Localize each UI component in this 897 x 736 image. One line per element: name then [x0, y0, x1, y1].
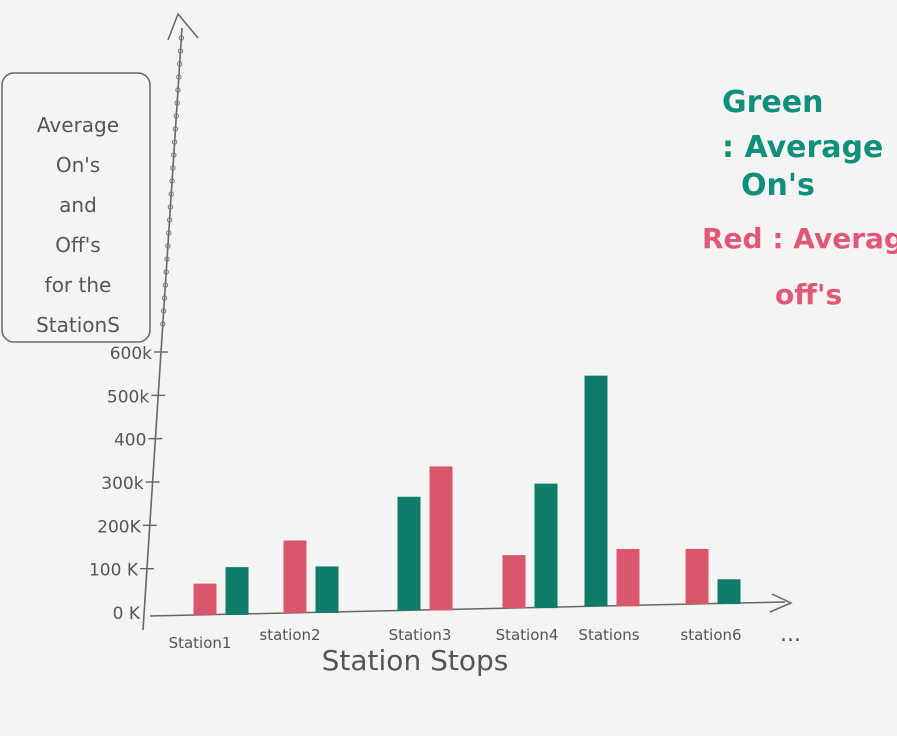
- x-axis-arrow: [769, 593, 793, 613]
- bar-ons-3: [397, 496, 421, 611]
- y-tick-label: 600k: [110, 344, 152, 364]
- title-line: StationS: [36, 313, 120, 337]
- bar-offs-4: [502, 555, 526, 609]
- y-tick-label: 100 K: [89, 561, 139, 581]
- x-tick-label: Station4: [496, 626, 559, 644]
- x-axis-tick-labels: Station1 station2 Station3 Station4 Stations…: [169, 626, 742, 652]
- x-tick-label: Stations: [578, 626, 639, 644]
- title-line: and: [59, 193, 97, 217]
- y-tick-label: 500k: [107, 387, 149, 407]
- bar-ons-5: [584, 375, 608, 607]
- title-line: On's: [56, 153, 100, 177]
- title-line: Average: [37, 113, 119, 137]
- y-axis-line: [142, 27, 183, 631]
- bar-ons-2: [315, 566, 339, 613]
- y-tick-label: 400: [114, 431, 146, 451]
- bar-offs-2: [283, 540, 307, 613]
- y-axis-dots: [160, 35, 185, 327]
- y-tick-label: 300k: [101, 474, 143, 494]
- title-box: [1, 72, 151, 343]
- legend-entry-red: Red : Averag: [702, 222, 897, 255]
- title-line: for the: [45, 273, 112, 297]
- bar-offs-1: [193, 583, 217, 615]
- legend-entry-green: Green: [722, 85, 823, 120]
- legend-entry-green: : Average: [722, 130, 883, 165]
- legend-entry-red: off's: [775, 278, 842, 311]
- bar-ons-1: [225, 567, 249, 615]
- chart-title: Average On's and Off's for the StationS: [36, 113, 120, 337]
- x-axis-continuation: ...: [780, 622, 801, 647]
- y-axis-arrow: [167, 12, 199, 41]
- bar-offs-3: [429, 466, 453, 611]
- title-line: Off's: [55, 233, 100, 257]
- y-tick-label: 200K: [97, 517, 141, 537]
- y-tick-label: 0 K: [113, 604, 141, 624]
- bar-offs-5: [616, 548, 640, 607]
- legend-entry-green: On's: [741, 168, 815, 203]
- y-axis-ticks: 0 K 100 K 200K 300k 400 500k 600k: [89, 344, 169, 624]
- bar-ons-6: [717, 579, 741, 605]
- x-axis-label: Station Stops: [322, 644, 509, 677]
- x-tick-label: Station1: [169, 634, 232, 652]
- bar-ons-4: [534, 483, 558, 609]
- bars: [193, 375, 741, 615]
- x-axis-line: [149, 601, 786, 617]
- bar-offs-6: [685, 548, 709, 605]
- x-tick-label: station2: [259, 626, 320, 644]
- x-tick-label: Station3: [389, 626, 452, 644]
- x-tick-label: station6: [680, 626, 741, 644]
